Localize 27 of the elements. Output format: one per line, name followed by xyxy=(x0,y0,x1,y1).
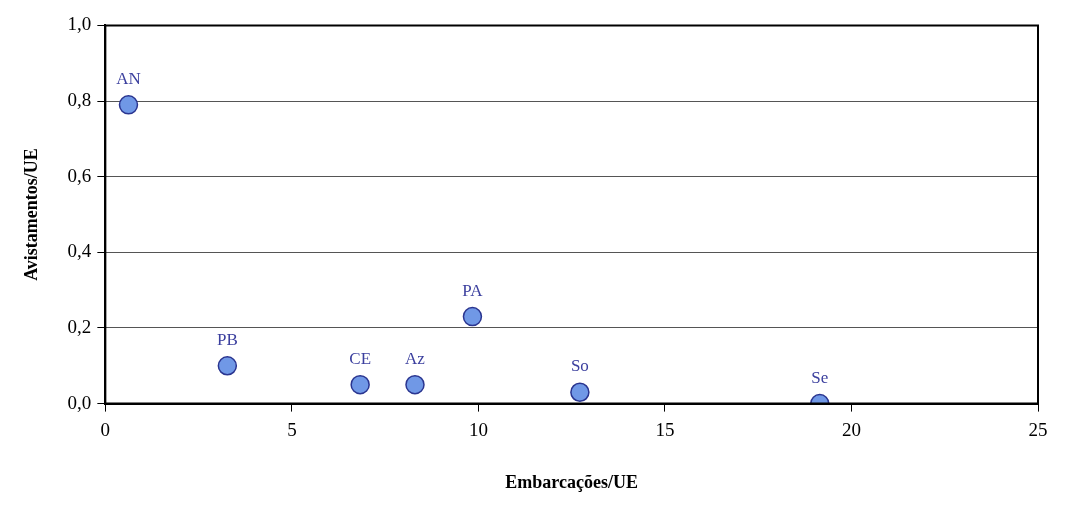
point xyxy=(118,95,139,115)
x-tick-label: 10 xyxy=(468,418,488,440)
y-tick-label: 0,2 xyxy=(67,315,92,337)
y-tick-label: 1,0 xyxy=(67,13,92,35)
y-tick-label: 0,6 xyxy=(67,164,92,186)
annotation: CE xyxy=(349,348,372,368)
point xyxy=(570,382,590,402)
y-axis-title: Avistamentos/UE xyxy=(21,148,42,281)
annotation: Se xyxy=(811,367,829,387)
annotation: PB xyxy=(216,329,238,349)
x-axis-title: Embarcações/UE xyxy=(505,471,638,492)
point xyxy=(405,374,425,395)
y-tick-label: 0,8 xyxy=(67,89,92,111)
annotation: Az xyxy=(405,348,426,368)
x-tick-label: 5 xyxy=(287,418,297,440)
x-tick-label: 20 xyxy=(841,418,861,440)
point xyxy=(462,306,483,327)
x-tick-label: 25 xyxy=(1028,418,1048,440)
annotation: PA xyxy=(462,280,484,300)
point xyxy=(217,356,238,376)
annotation: So xyxy=(570,356,589,376)
y-tick-label: 0,4 xyxy=(67,240,92,262)
x-tick-label: 0 xyxy=(100,418,111,440)
x-tick-label: 15 xyxy=(655,418,675,440)
point xyxy=(350,374,370,395)
annotation: AN xyxy=(116,68,141,88)
y-tick-label: 0,0 xyxy=(67,391,92,413)
